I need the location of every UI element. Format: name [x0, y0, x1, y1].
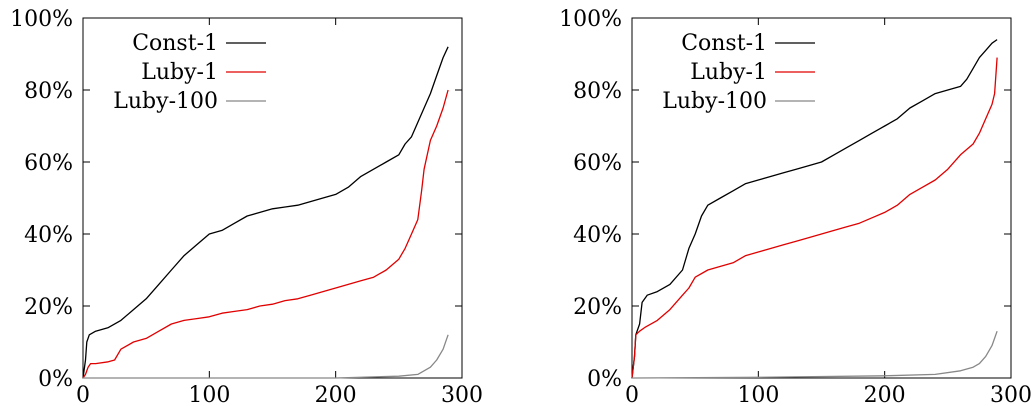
x-tick-label: 300 [990, 383, 1032, 406]
y-tick-label: 80% [24, 79, 73, 104]
x-tick-label: 0 [625, 383, 639, 406]
legend-label: Luby-1 [141, 60, 218, 85]
y-tick-label: 80% [573, 79, 622, 104]
y-tick-label: 100% [10, 7, 73, 32]
y-tick-label: 40% [573, 223, 622, 248]
plot-frame [631, 17, 1012, 379]
y-tick-label: 100% [559, 7, 622, 32]
series-line-luby-100 [83, 334, 449, 379]
y-tick-label: 60% [573, 151, 622, 176]
x-tick-label: 200 [864, 383, 906, 406]
legend-label: Const-1 [132, 31, 218, 56]
chart-1: 0 100 200 300 0% 20% 40% 60% 80% 100% Const-1 Luby-… [10, 7, 483, 406]
y-tick-label: 0% [38, 367, 73, 392]
x-tick-label: 300 [441, 383, 483, 406]
y-tick-label: 60% [24, 151, 73, 176]
legend-label: Luby-100 [662, 89, 767, 114]
legend-label: Luby-1 [690, 60, 767, 85]
y-tick-label: 20% [573, 295, 622, 320]
y-tick-label: 40% [24, 223, 73, 248]
x-tick-label: 0 [76, 383, 90, 406]
x-tick-label: 100 [188, 383, 230, 406]
chart-2: 0 100 200 300 0% 20% 40% 60% 80% 100% Const-1 Luby-… [559, 7, 1032, 406]
series-line-luby-1 [631, 57, 998, 379]
series-line-luby-100 [631, 330, 998, 379]
legend-label: Luby-100 [113, 89, 218, 114]
y-tick-label: 0% [587, 367, 622, 392]
plot-frame [82, 17, 463, 379]
x-tick-label: 100 [737, 383, 779, 406]
series-line-const-1 [82, 46, 449, 379]
legend-label: Const-1 [681, 31, 767, 56]
series-line-const-1 [631, 39, 998, 379]
series-line-luby-1 [82, 89, 449, 379]
y-tick-label: 20% [24, 295, 73, 320]
x-tick-label: 200 [315, 383, 357, 406]
